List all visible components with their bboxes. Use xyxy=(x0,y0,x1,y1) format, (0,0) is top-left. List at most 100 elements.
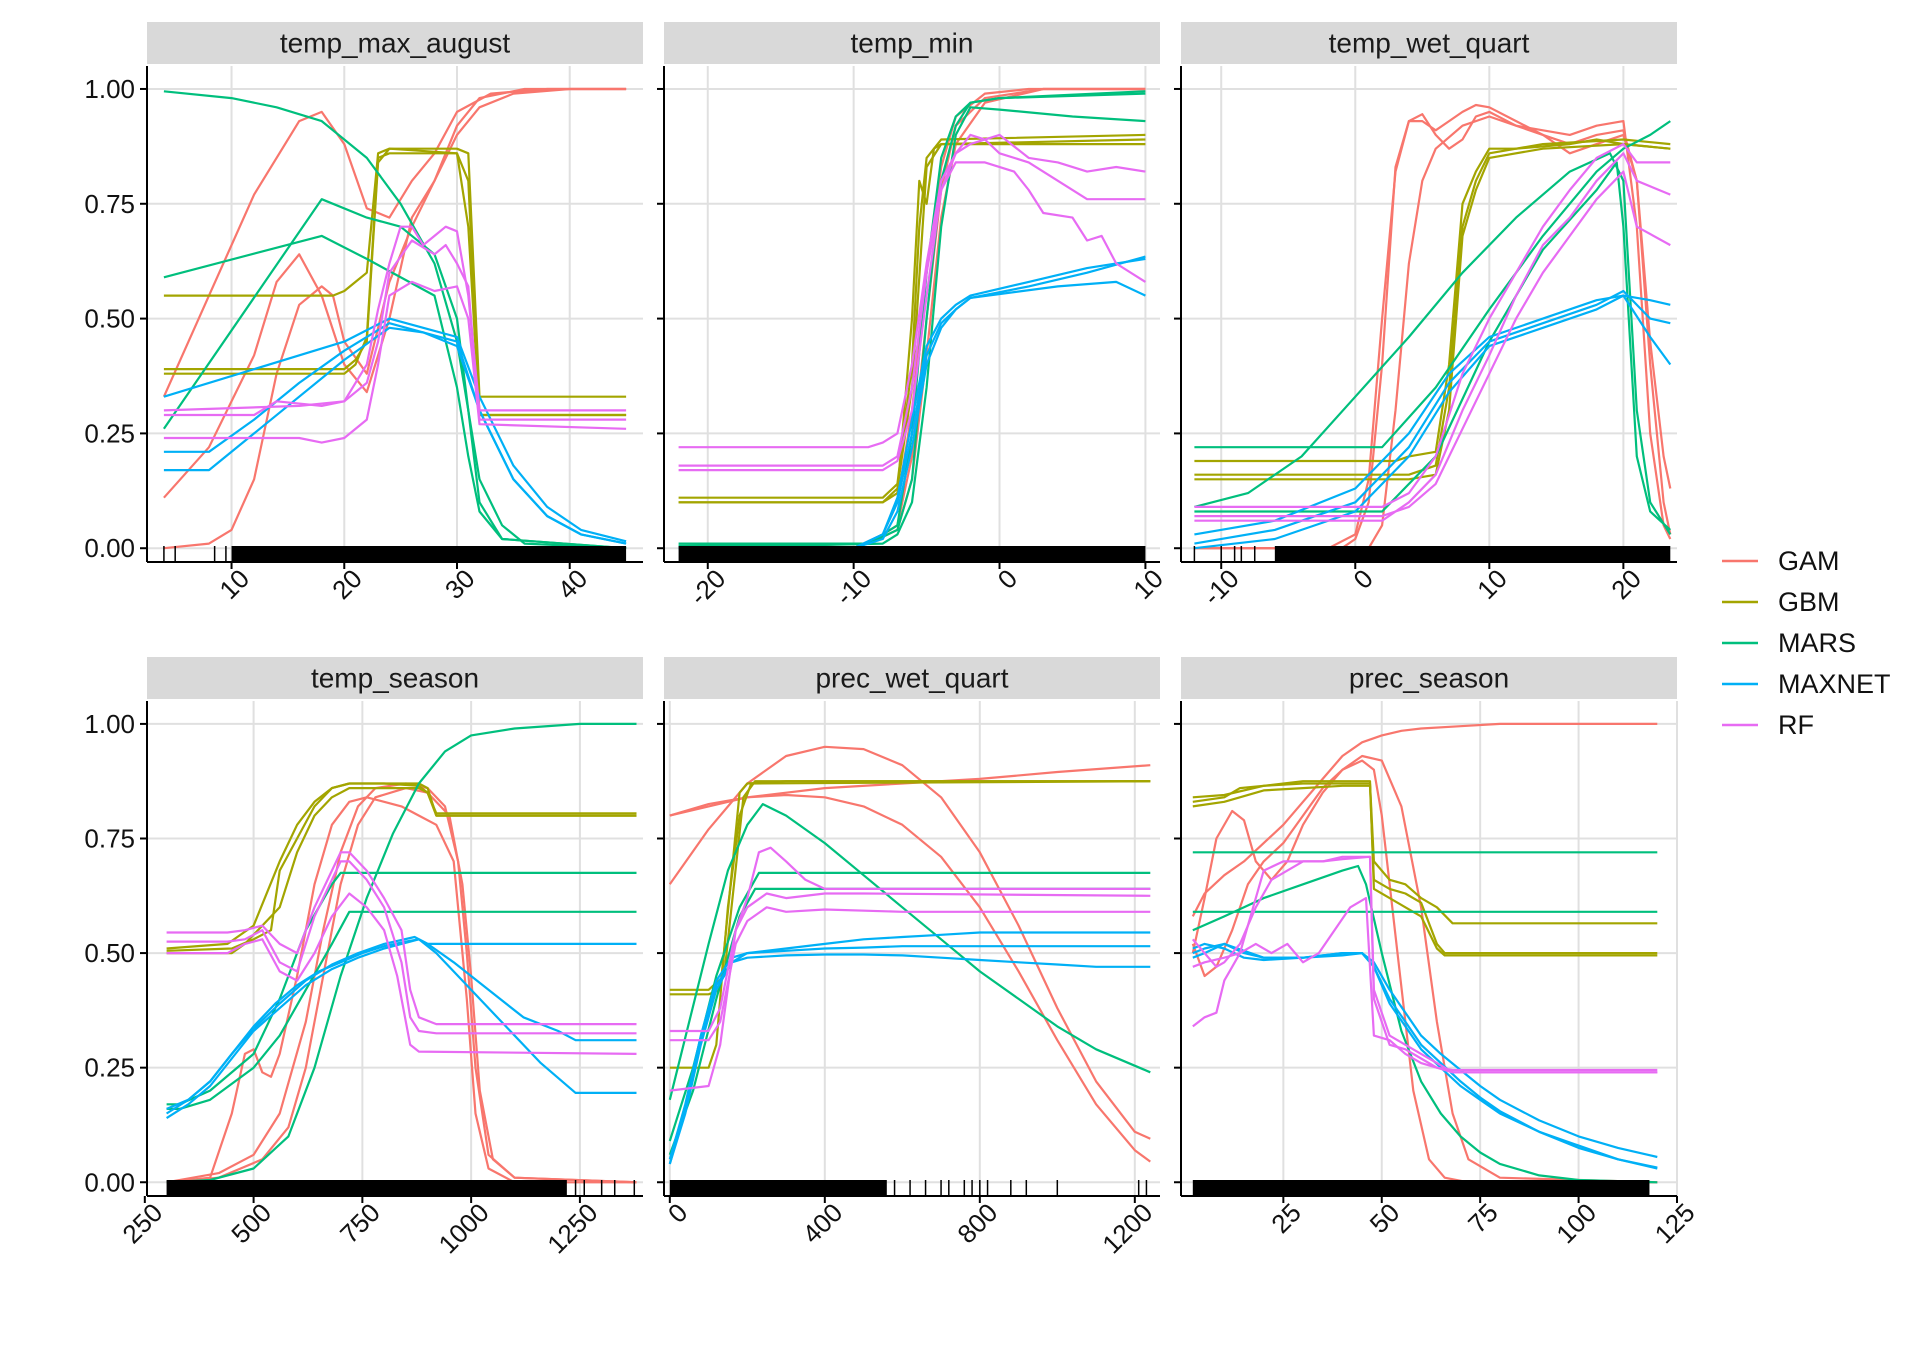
series-line-mars xyxy=(166,722,637,1184)
rug-dense-band xyxy=(1192,1180,1650,1196)
panel-title: temp_max_august xyxy=(280,28,511,59)
x-tick-label: 1250 xyxy=(541,1197,603,1259)
series-line-rf xyxy=(166,860,637,1035)
strip-background xyxy=(147,657,643,699)
strip-background xyxy=(664,657,1160,699)
legend-item-rf: RF xyxy=(1722,710,1814,740)
series-line-mars xyxy=(163,90,627,550)
legend: GAM GBM MARS MAXNET RF xyxy=(1722,546,1891,740)
series-line-gam xyxy=(1191,754,1658,1184)
series-group xyxy=(668,745,1151,1165)
legend-label: GAM xyxy=(1778,546,1840,576)
rug-dense-band xyxy=(166,1180,567,1196)
rug-dense-band xyxy=(669,1180,887,1196)
series-line-gam xyxy=(166,782,637,1184)
rug xyxy=(163,546,627,562)
series-line-rf xyxy=(1192,897,1658,1074)
rug xyxy=(1193,546,1671,562)
series-line-mars xyxy=(668,871,1151,1142)
series-line-maxnet xyxy=(1194,294,1672,550)
rug xyxy=(678,546,1146,562)
y-axis xyxy=(657,701,665,1196)
panel-prec-wet-quart: prec_wet_quart 0 400 800 1200 xyxy=(657,657,1160,1259)
panel-title: temp_season xyxy=(311,663,479,694)
series-line-maxnet xyxy=(1192,942,1658,1159)
series-line-maxnet xyxy=(668,945,1151,1160)
x-axis: 0 400 800 1200 xyxy=(662,1195,1160,1259)
series-line-mars xyxy=(1194,152,1672,535)
x-axis: 10 20 30 40 xyxy=(147,561,643,605)
rug xyxy=(669,1180,1148,1196)
legend-item-maxnet: MAXNET xyxy=(1722,669,1891,699)
gridlines xyxy=(1181,701,1678,1196)
x-tick-label: 30 xyxy=(439,563,481,605)
x-tick-label: 800 xyxy=(951,1197,1003,1249)
series-line-rf xyxy=(166,892,637,1055)
series-line-gam xyxy=(1191,722,1658,917)
series-line-gbm xyxy=(678,133,1146,499)
series-line-rf xyxy=(1194,170,1671,518)
x-tick-label: 100 xyxy=(1550,1197,1602,1249)
series-line-maxnet xyxy=(678,257,1146,550)
series-line-gam xyxy=(669,793,1151,1163)
series-line-gam xyxy=(1191,759,1658,1184)
y-tick-label: 1.00 xyxy=(84,709,135,739)
rug-dense-band xyxy=(678,546,1146,562)
series-line-mars xyxy=(166,910,637,1110)
series-line-maxnet xyxy=(163,326,627,545)
rug-dense-band xyxy=(231,546,627,562)
x-tick-label: -10 xyxy=(829,563,877,611)
x-tick-label: 10 xyxy=(213,563,255,605)
series-line-gbm xyxy=(678,143,1146,504)
x-tick-label: 20 xyxy=(326,563,368,605)
legend-item-gbm: GBM xyxy=(1722,587,1840,617)
series-line-mars xyxy=(1194,161,1672,531)
series-line-mars xyxy=(1194,120,1671,449)
y-axis xyxy=(1174,701,1182,1196)
x-axis: 250 500 750 1000 1250 xyxy=(116,1195,643,1259)
series-line-maxnet xyxy=(163,317,627,543)
x-tick-label: 1200 xyxy=(1096,1197,1158,1259)
y-tick-label: 0.50 xyxy=(84,304,135,334)
x-tick-label: 50 xyxy=(1364,1197,1406,1239)
series-line-gbm xyxy=(163,147,627,398)
series-line-mars xyxy=(678,106,1146,550)
y-axis: 0.00 0.25 0.50 0.75 1.00 xyxy=(84,66,148,563)
series-line-maxnet xyxy=(668,953,1151,1165)
legend-label: GBM xyxy=(1778,587,1840,617)
panel-title: prec_wet_quart xyxy=(815,663,1008,694)
series-line-mars xyxy=(163,234,627,550)
series-group xyxy=(162,87,627,550)
legend-label: MAXNET xyxy=(1778,669,1891,699)
x-tick-label: 20 xyxy=(1605,563,1647,605)
series-line-rf xyxy=(669,846,1151,1092)
series-group xyxy=(1191,722,1658,1184)
panel-title: temp_wet_quart xyxy=(1329,28,1530,59)
series-line-gbm xyxy=(166,782,637,950)
series-line-rf xyxy=(163,280,627,444)
x-tick-label: 25 xyxy=(1265,1197,1307,1239)
y-axis xyxy=(657,66,665,562)
legend-item-mars: MARS xyxy=(1722,628,1856,658)
series-line-gbm xyxy=(163,152,627,417)
y-tick-label: 0.75 xyxy=(84,824,135,854)
series-line-rf xyxy=(678,161,1146,467)
series-line-mars xyxy=(668,803,1151,1101)
series-line-mars xyxy=(1192,864,1658,1184)
legend-item-gam: GAM xyxy=(1722,546,1840,576)
series-line-maxnet xyxy=(166,935,637,1110)
strip-background xyxy=(147,22,643,64)
series-line-rf xyxy=(166,851,637,1026)
x-tick-label: 10 xyxy=(1127,563,1169,605)
y-tick-label: 0.75 xyxy=(84,189,135,219)
series-line-gbm xyxy=(669,780,1151,1069)
series-line-maxnet xyxy=(1194,289,1671,545)
panel-temp-wet-quart: temp_wet_quart -10 0 10 20 xyxy=(1174,22,1677,611)
strip-background xyxy=(1181,22,1677,64)
series-group xyxy=(166,722,637,1184)
strip-background xyxy=(1181,657,1677,699)
rug-dense-band xyxy=(1274,546,1671,562)
series-line-maxnet xyxy=(1194,294,1671,536)
